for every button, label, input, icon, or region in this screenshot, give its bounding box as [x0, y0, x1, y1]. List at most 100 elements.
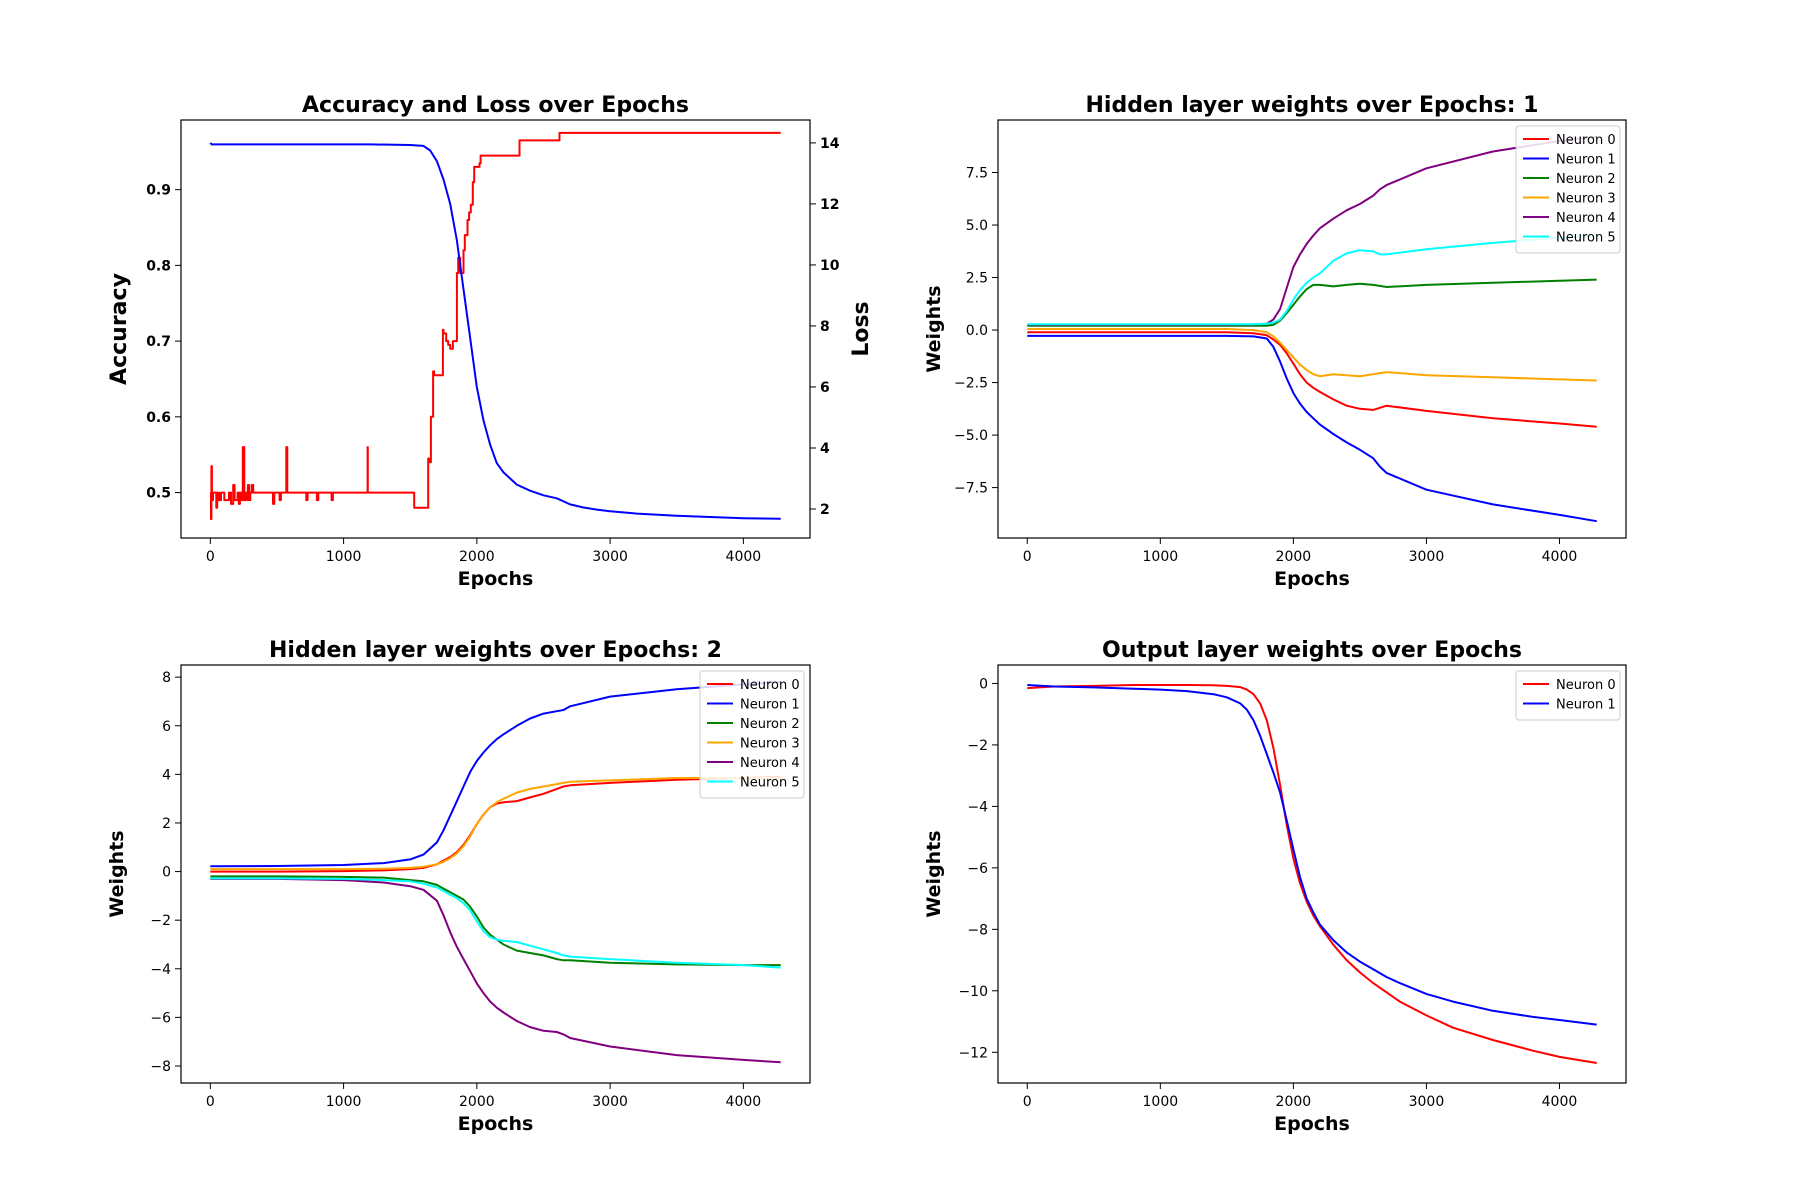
legend-entry: Neuron 0: [1556, 133, 1616, 148]
y-right-tick-label: 4: [820, 441, 830, 457]
y-tick-label: −6: [967, 861, 988, 877]
y-right-tick-label: 2: [820, 502, 830, 518]
y-tick-label: 0.6: [146, 410, 171, 426]
legend-entry: Neuron 4: [1556, 211, 1616, 226]
y-tick-label: −7.5: [954, 481, 988, 497]
x-tick-label: 2000: [1276, 1094, 1312, 1110]
y-tick-label: 6: [162, 719, 171, 735]
y-tick-label: −5.0: [954, 428, 988, 444]
legend-entry: Neuron 2: [740, 717, 800, 732]
legend-entry: Neuron 0: [1556, 678, 1616, 693]
y-tick-label: −4: [150, 962, 171, 978]
chart-title: Accuracy and Loss over Epochs: [302, 93, 689, 118]
legend-entry: Neuron 4: [740, 756, 800, 771]
x-axis-label: Epochs: [458, 568, 534, 590]
y-right-tick-label: 14: [820, 136, 840, 152]
y-tick-label: −8: [967, 922, 988, 938]
legend-entry: Neuron 5: [1556, 231, 1616, 246]
x-tick-label: 4000: [1542, 1094, 1578, 1110]
series-line-neuron-2: [1027, 278, 1597, 327]
y-tick-label: 7.5: [966, 166, 988, 182]
legend-entry: Neuron 5: [740, 776, 800, 791]
plot-area: [1027, 135, 1597, 523]
chart-4: 0 1000 2000 3000 4000 −12 −10 −8 −6 −4 −2 0 Output l…: [923, 638, 1627, 1135]
x-axis: 0 1000 2000 3000 4000: [206, 538, 761, 565]
y-right-tick-label: 12: [820, 197, 839, 213]
y-tick-label: 0.0: [966, 323, 988, 339]
x-tick-label: 3000: [1409, 549, 1445, 565]
plot-area: [209, 131, 781, 521]
series-line-neuron-2: [210, 875, 781, 967]
y-tick-label: 4: [162, 767, 171, 783]
chart-1: 0 1000 2000 3000 4000 0.5 0.6 0.7 0.8 0.9 2 4 6 8 10 12…: [107, 93, 874, 590]
legend-entry: Neuron 1: [1556, 698, 1616, 713]
y-tick-label: −12: [958, 1045, 988, 1061]
x-tick-label: 3000: [592, 549, 628, 565]
y-tick-label: −6: [150, 1010, 171, 1026]
x-tick-label: 2000: [459, 549, 495, 565]
legend-entry: Neuron 3: [740, 737, 800, 752]
y-tick-label: 0.9: [146, 183, 171, 199]
chart-3: 0 1000 2000 3000 4000 −8 −6 −4 −2 0 2 4 6 8 Hidden lay…: [106, 638, 811, 1135]
y-axis-right-label: Loss: [849, 301, 874, 356]
y-right-tick-label: 10: [820, 258, 840, 274]
y-tick-label: 2.5: [966, 271, 988, 287]
y-axis: −8 −6 −4 −2 0 2 4 6 8: [150, 670, 181, 1075]
x-tick-label: 3000: [1409, 1094, 1445, 1110]
chart-title: Output layer weights over Epochs: [1102, 638, 1522, 663]
legend-entry: Neuron 3: [1556, 192, 1616, 207]
x-tick-label: 4000: [1542, 549, 1578, 565]
y-axis-label: Accuracy: [107, 273, 132, 385]
legend-entry: Neuron 2: [1556, 172, 1616, 187]
y-tick-label: −4: [967, 799, 988, 815]
chart-2: 0 1000 2000 3000 4000 −7.5 −5.0 −2.5 0.0 2.5 5.0 7.…: [923, 93, 1627, 590]
y-tick-label: 0.5: [146, 486, 171, 502]
y-axis-label: Weights: [106, 830, 128, 917]
x-tick-label: 1000: [326, 1094, 362, 1110]
y-tick-label: −2: [967, 738, 988, 754]
axes-frame: [180, 119, 811, 539]
chart-title: Hidden layer weights over Epochs: 2: [269, 638, 722, 663]
legend: Neuron 0 Neuron 1 Neuron 2 Neuron 3 Neuron 4…: [699, 670, 805, 799]
series-line-neuron-5: [210, 877, 781, 969]
x-axis: 0 1000 2000 3000 4000: [1023, 538, 1577, 565]
series-line-neuron-0: [1027, 684, 1597, 1064]
legend-entry: Neuron 1: [1556, 153, 1616, 168]
x-tick-label: 3000: [592, 1094, 628, 1110]
y-tick-label: 8: [162, 670, 171, 686]
axes-frame: [997, 119, 1627, 539]
y-tick-label: 5.0: [966, 218, 988, 234]
x-tick-label: 2000: [1276, 549, 1312, 565]
x-axis-label: Epochs: [1274, 1113, 1350, 1135]
x-tick-label: 1000: [1143, 1094, 1179, 1110]
series-line-neuron-1: [1027, 684, 1597, 1026]
legend: Neuron 0 Neuron 1 Neuron 2 Neuron 3 Neuron 4…: [1515, 125, 1621, 254]
axes-frame: [997, 664, 1627, 1084]
legend-entry: Neuron 1: [740, 698, 800, 713]
series-line-accuracy: [210, 131, 781, 521]
x-tick-label: 0: [206, 1094, 215, 1110]
axes-frame: [180, 664, 811, 1084]
series-line-neuron-1: [210, 681, 781, 868]
series-line-loss: [209, 142, 781, 520]
x-tick-label: 4000: [726, 549, 762, 565]
legend: Neuron 0 Neuron 1: [1515, 670, 1621, 721]
plot-area: [210, 681, 781, 1064]
y-tick-label: 0.7: [146, 334, 171, 350]
chart-title: Hidden layer weights over Epochs: 1: [1086, 93, 1539, 118]
x-tick-label: 0: [206, 549, 215, 565]
y-tick-label: 0: [162, 865, 171, 881]
y-right-tick-label: 8: [820, 319, 830, 335]
y-tick-label: 2: [162, 816, 171, 832]
series-line-neuron-3: [1027, 328, 1597, 382]
y-right-tick-label: 6: [820, 380, 830, 396]
x-axis-label: Epochs: [458, 1113, 534, 1135]
x-tick-label: 1000: [1143, 549, 1179, 565]
series-line-neuron-3: [210, 777, 781, 871]
x-axis: 0 1000 2000 3000 4000: [206, 1083, 761, 1110]
y-axis: −7.5 −5.0 −2.5 0.0 2.5 5.0 7.5: [954, 166, 998, 497]
x-tick-label: 0: [1023, 1094, 1032, 1110]
x-tick-label: 2000: [459, 1094, 495, 1110]
y-axis-right: 2 4 6 8 10 12 14: [810, 136, 840, 518]
